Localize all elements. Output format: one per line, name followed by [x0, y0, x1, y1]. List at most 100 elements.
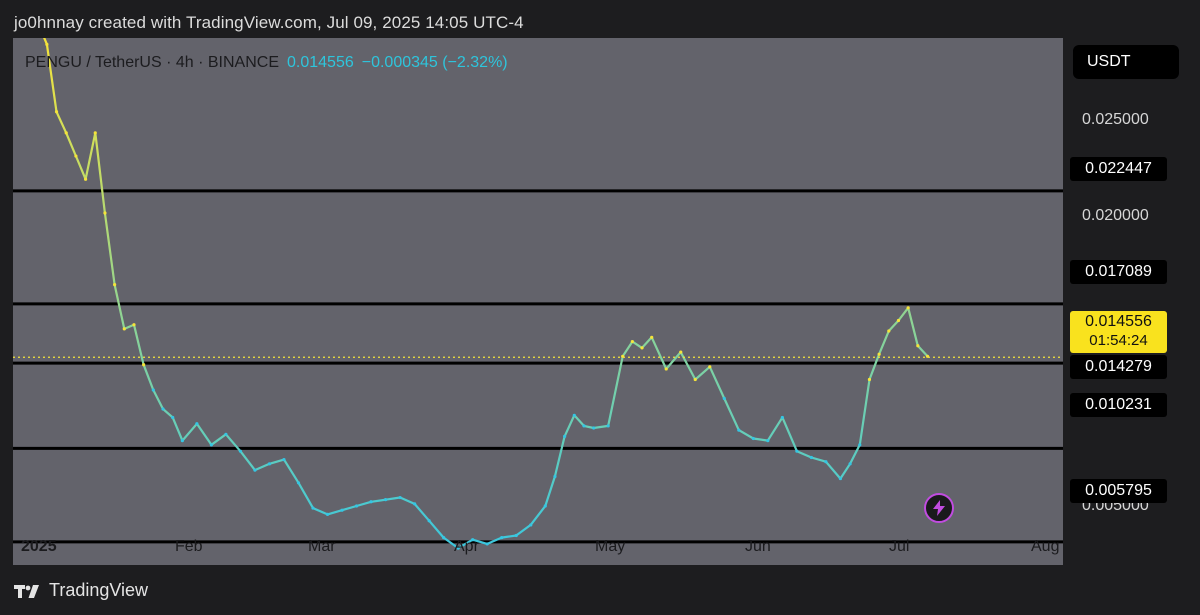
- price-axis[interactable]: [1063, 38, 1191, 565]
- price-point: [113, 283, 117, 287]
- price-point: [180, 439, 184, 443]
- price-point: [427, 519, 431, 523]
- level-label: 0.022447: [1070, 157, 1167, 181]
- price-point: [592, 426, 596, 430]
- price-change: −0.000345 (−2.32%): [361, 54, 508, 71]
- price-point: [824, 460, 828, 464]
- price-point: [161, 407, 165, 411]
- bar-countdown: 01:54:24: [1089, 332, 1148, 349]
- price-point: [780, 415, 784, 420]
- current-price-tag: 0.014556 01:54:24: [1070, 311, 1167, 353]
- price-point: [369, 500, 373, 504]
- price-point: [809, 455, 813, 460]
- price-point: [500, 535, 504, 540]
- time-label: Apr: [454, 538, 479, 555]
- price-point: [630, 339, 634, 344]
- tradingview-logo: [14, 584, 39, 598]
- price-point: [751, 436, 755, 441]
- chart-pane[interactable]: PENGU / TetherUS · 4h · BINANCE 0.014556−…: [13, 38, 1063, 565]
- brand-name: TradingView: [49, 580, 149, 600]
- price-point: [442, 535, 446, 540]
- price-tick: 0.020000: [1082, 207, 1149, 224]
- price-point: [867, 377, 872, 382]
- time-label: Mar: [308, 538, 336, 555]
- price-point: [572, 413, 576, 417]
- price-series-line: [43, 38, 929, 550]
- price-point: [693, 377, 697, 382]
- current-price: 0.014556: [1085, 313, 1152, 330]
- chart-credit: jo0hnnay created with TradingView.com, J…: [14, 13, 524, 32]
- price-point: [795, 449, 799, 453]
- price-point: [83, 177, 88, 181]
- level-label: 0.017089: [1070, 260, 1167, 284]
- price-point: [877, 352, 881, 356]
- time-label: Jul: [889, 538, 910, 555]
- time-label: Feb: [175, 538, 203, 555]
- price-point: [413, 502, 417, 506]
- price-point: [296, 481, 301, 485]
- price-point: [456, 546, 460, 550]
- price-point: [224, 432, 228, 436]
- price-point: [45, 42, 49, 46]
- price-point: [64, 131, 68, 135]
- price-point: [543, 504, 547, 508]
- price-point: [708, 365, 712, 369]
- brand-footer: TradingView: [14, 580, 148, 601]
- symbol-legend: PENGU / TetherUS · 4h · BINANCE 0.014556−…: [25, 54, 508, 72]
- price-point: [553, 474, 557, 479]
- price-point: [896, 318, 901, 323]
- price-point: [563, 434, 567, 439]
- time-label: May: [595, 538, 626, 555]
- time-axis[interactable]: 2025 Feb Mar Apr May Jun Jul Aug: [13, 528, 1063, 565]
- price-point: [906, 306, 910, 310]
- price-point: [151, 388, 155, 392]
- price-point: [103, 211, 107, 215]
- price-plot[interactable]: [13, 38, 1063, 565]
- price-point: [766, 439, 770, 443]
- time-label-year: 2025: [21, 538, 57, 555]
- price-point: [171, 415, 175, 420]
- price-point: [195, 422, 199, 426]
- price-point: [209, 443, 213, 447]
- price-point: [325, 512, 330, 517]
- price-point: [132, 323, 136, 327]
- price-point: [838, 476, 843, 481]
- price-point: [122, 327, 126, 331]
- price-point: [887, 329, 891, 333]
- price-point: [679, 350, 683, 354]
- symbol-name[interactable]: PENGU / TetherUS · 4h · BINANCE: [25, 54, 279, 71]
- price-point: [340, 508, 344, 512]
- time-label: Aug: [1031, 538, 1060, 555]
- price-point: [529, 523, 533, 527]
- price-point: [398, 495, 402, 500]
- unit-button[interactable]: USDT: [1073, 45, 1179, 79]
- level-label: 0.005795: [1070, 479, 1167, 503]
- price-point: [471, 538, 475, 542]
- price-point: [282, 458, 286, 462]
- price-point: [722, 396, 726, 401]
- price-point: [253, 468, 257, 472]
- price-tick: 0.025000: [1082, 111, 1149, 128]
- price-point: [664, 367, 668, 371]
- lightning-icon: [933, 500, 945, 516]
- price-point: [606, 424, 610, 428]
- alert-button[interactable]: [924, 493, 954, 523]
- price-point: [238, 449, 243, 453]
- last-price: 0.014556: [287, 54, 354, 71]
- price-point: [514, 533, 518, 538]
- time-label: Jun: [745, 538, 771, 555]
- level-label: 0.010231: [1070, 393, 1167, 417]
- level-label: 0.014279: [1070, 355, 1167, 379]
- price-point: [485, 542, 489, 546]
- price-point: [93, 131, 97, 135]
- price-point: [737, 428, 741, 432]
- price-point: [650, 335, 654, 339]
- price-point: [311, 506, 315, 510]
- price-point: [354, 504, 359, 508]
- price-point: [858, 443, 862, 447]
- price-point: [848, 462, 852, 466]
- price-point: [54, 110, 59, 114]
- price-point: [267, 462, 272, 466]
- price-point: [74, 154, 78, 158]
- price-point: [582, 424, 586, 428]
